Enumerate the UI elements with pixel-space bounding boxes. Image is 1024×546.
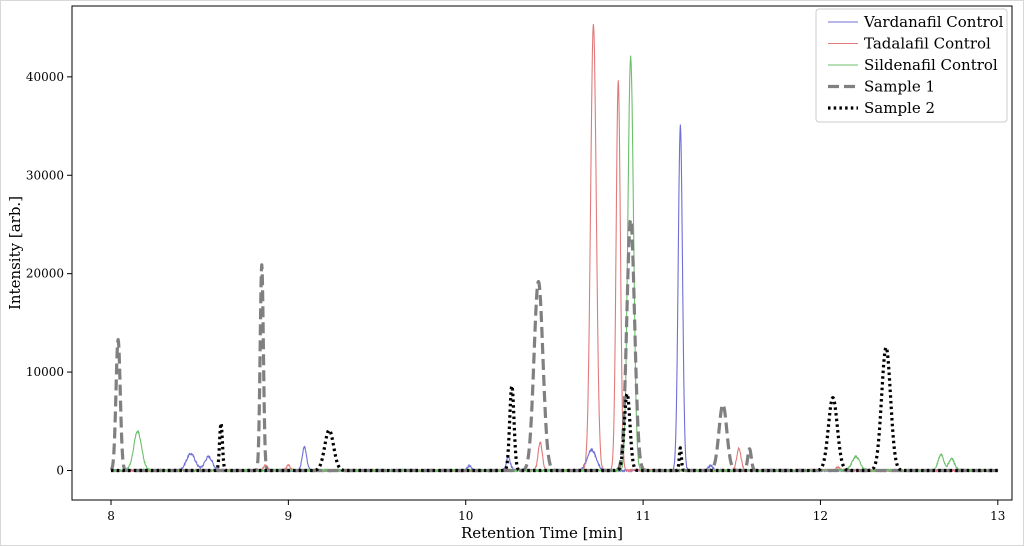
x-tick-label: 8 [107,509,115,523]
series-layer [109,23,1000,473]
y-axis-label: Intensity [arb.] [6,196,24,310]
y-tick-label: 40000 [26,70,64,84]
x-tick-label: 11 [635,509,650,523]
y-tick-label: 10000 [26,365,64,379]
legend-box [815,8,1008,123]
x-tick-label: 13 [990,509,1005,523]
legend-label: Sample 1 [864,78,935,96]
legend-label: Sildenafil Control [864,56,998,74]
legend-label: Vardanafil Control [863,13,1004,31]
y-tick-label: 20000 [26,267,64,281]
legend: Vardanafil Control Tadalafil Control Silde… [815,8,1008,123]
y-tick-label: 30000 [26,168,64,182]
y-tick-label: 0 [56,463,64,477]
axes-layer: 8 9 10 11 12 13 0 10000 20000 30000 40000 [26,5,1013,523]
series-line-sample-1 [109,217,1000,473]
legend-label: Tadalafil Control [864,35,991,53]
legend-label: Sample 2 [864,99,935,117]
axes-frame [71,5,1013,501]
x-axis-label: Retention Time [min] [461,524,623,542]
x-tick-label: 10 [458,509,473,523]
x-tick-label: 12 [813,509,828,523]
x-tick-label: 9 [285,509,293,523]
